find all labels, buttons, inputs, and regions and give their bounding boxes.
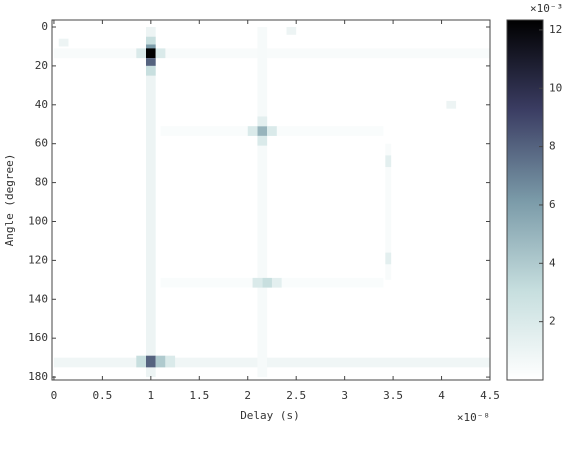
colorbar-tick-label: 6 [549,198,556,211]
heatmap-cell [53,357,491,368]
x-tick-label: 4.5 [480,389,500,402]
heatmap-cell [58,38,69,47]
x-axis-label: Delay (s) [240,409,300,422]
y-tick-label: 0 [41,20,48,33]
heatmap-cell [385,155,392,168]
y-axis-label: Angle (degree) [3,154,16,247]
heatmap [53,27,491,378]
x-tick-label: 1 [148,389,155,402]
colorbar [506,19,544,381]
heatmap-cell [257,135,268,146]
x-tick-label: 2 [244,389,251,402]
heatmap-cell [145,48,156,59]
heatmap-cell [271,277,282,288]
x-tick-label: 3 [341,389,348,402]
colorbar-tick-label: 12 [549,23,562,36]
heatmap-cell [145,355,156,368]
heatmap-cell [145,27,156,378]
x-tick-label: 0.5 [92,389,112,402]
y-tick-label: 20 [35,59,48,72]
heatmap-cell [165,355,176,368]
x-tick-label: 1.5 [189,389,209,402]
heatmap-cell [53,48,491,59]
heatmap-cell [385,252,392,265]
x-tick-label: 3.5 [383,389,403,402]
heatmap-cell [247,126,258,136]
heatmap-cell [145,65,156,76]
y-tick-label: 180 [28,370,48,383]
x-tick-label: 0 [51,389,58,402]
heatmap-cell [286,27,297,35]
heatmap-cell [257,27,268,378]
plot-frame [51,19,491,381]
heatmap-cell [145,58,156,66]
y-tick-label: 60 [35,137,48,150]
heatmap-cell [252,277,263,288]
y-tick-label: 80 [35,176,48,189]
heatmap-cell [155,355,166,368]
y-tick-label: 120 [28,253,48,266]
heatmap-cell [446,100,457,109]
colorbar-tick-label: 10 [549,81,562,94]
heatmap-cell [257,116,268,127]
x-tick-label: 2.5 [286,389,306,402]
y-tick-label: 160 [28,331,48,344]
colorbar-tick-label: 2 [549,315,556,328]
heatmap-cell [267,126,277,136]
heatmap-cell [145,36,156,45]
x-offset-label: ×10⁻⁸ [457,411,490,424]
y-tick-label: 140 [28,292,48,305]
y-tick-label: 40 [35,98,48,111]
heatmap-cell [155,48,166,59]
heatmap-cell [262,277,272,288]
heatmap-cell [257,126,268,136]
y-tick-label: 100 [28,214,48,227]
color-offset-label: ×10⁻³ [530,2,563,15]
colorbar-tick-label: 4 [549,256,556,269]
heatmap-cell [385,143,392,280]
heatmap-cell [136,48,146,59]
x-tick-label: 4 [438,389,445,402]
colorbar-tick-label: 8 [549,140,556,153]
heatmap-cell [136,355,146,368]
